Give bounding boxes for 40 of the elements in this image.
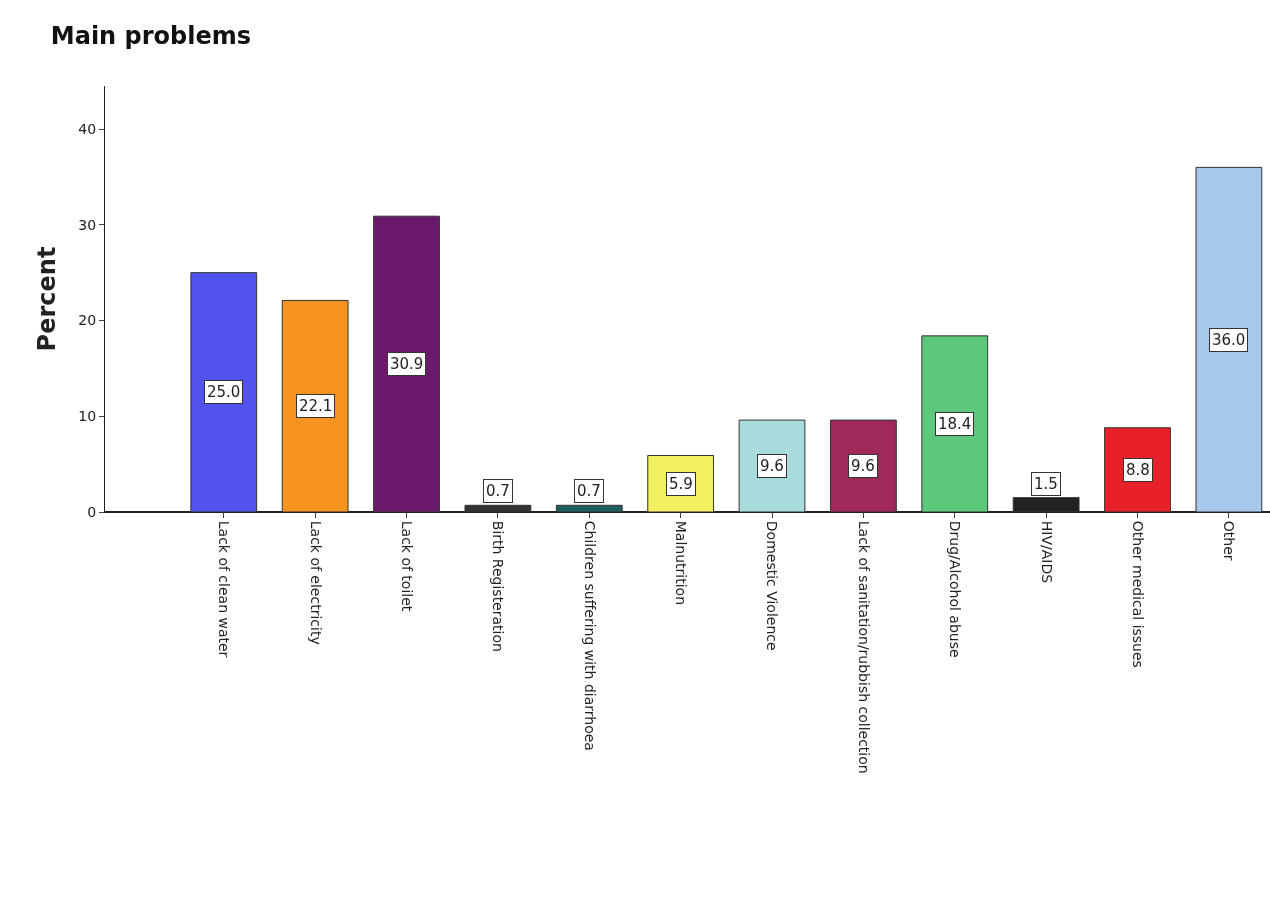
y-axis-title: Percent	[33, 246, 62, 352]
x-tick-label: Children suffering with diarrhoea	[581, 520, 598, 751]
bar	[373, 215, 440, 512]
y-tick-label: 0	[87, 503, 97, 520]
x-tick-label: Lack of electricity	[307, 520, 324, 645]
x-tick-label: Drug/Alcohol abuse	[947, 520, 964, 658]
data-label: 0.7	[577, 482, 601, 500]
y-tick-label: 20	[78, 312, 97, 329]
data-label: 1.5	[1034, 475, 1058, 493]
x-tick-label: Lack of toilet	[398, 520, 415, 612]
data-label: 18.4	[938, 415, 972, 433]
x-tick-label: Other medical issues	[1129, 520, 1146, 668]
bar	[555, 504, 623, 512]
x-tick-label: Lack of sanitation/rubbish collection	[855, 520, 872, 774]
data-label: 9.6	[851, 457, 875, 475]
data-label: 36.0	[1212, 331, 1246, 349]
data-label: 25.0	[207, 383, 241, 401]
bar	[464, 504, 532, 512]
data-label: 0.7	[486, 482, 510, 500]
x-tick-label: Other	[1221, 520, 1238, 561]
chart-title: Main problems	[50, 22, 252, 51]
data-label: 30.9	[390, 355, 424, 373]
x-tick-label: HIV/AIDS	[1038, 520, 1055, 584]
bar	[738, 419, 806, 512]
y-tick-label: 10	[78, 408, 97, 425]
x-tick-label: Birth Registeration	[490, 520, 507, 652]
bar	[921, 335, 989, 512]
bar	[281, 299, 349, 512]
data-label: 8.8	[1126, 461, 1150, 479]
bar	[190, 272, 258, 512]
x-tick-label: Lack of clean water	[216, 520, 233, 658]
y-tick-label: 40	[78, 120, 97, 137]
data-label: 5.9	[669, 475, 693, 493]
x-tick-label: Domestic Violence	[764, 520, 781, 651]
bar	[830, 419, 897, 512]
bar	[1195, 166, 1263, 512]
data-label: 22.1	[299, 397, 333, 415]
x-tick-label: Malnutrition	[673, 520, 690, 606]
y-tick-label: 30	[78, 216, 97, 233]
data-label: 9.6	[760, 457, 784, 475]
